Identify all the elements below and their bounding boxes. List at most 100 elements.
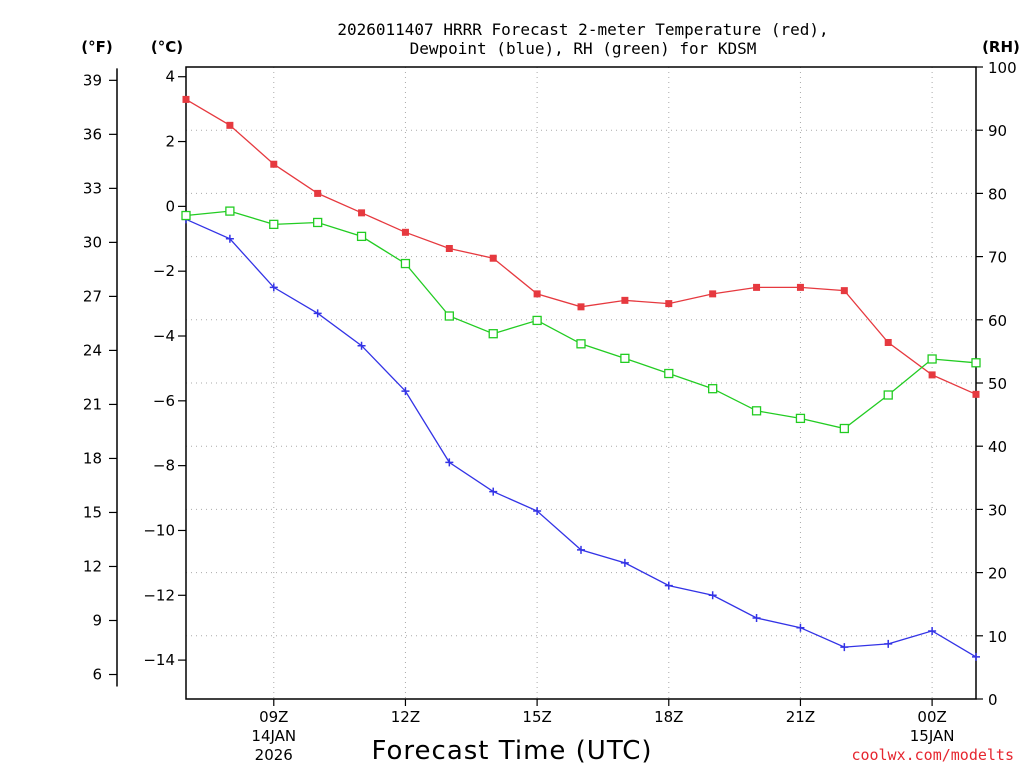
temperature-point	[972, 390, 980, 398]
chart-title-line-1: 2026011407 HRRR Forecast 2-meter Tempera…	[337, 20, 828, 39]
celsius-tick-label: 2	[165, 133, 175, 151]
temperature-point	[489, 254, 497, 262]
fahrenheit-tick-label: 15	[83, 503, 102, 521]
rh-tick-label: 50	[988, 375, 1007, 393]
fahrenheit-tick-label: 33	[83, 179, 102, 197]
temperature-point	[621, 296, 629, 304]
series-dewpoint	[182, 215, 980, 661]
dewpoint-point	[577, 545, 585, 554]
rh-tick-label: 0	[988, 691, 998, 709]
celsius-tick-label: −14	[143, 651, 175, 669]
celsius-tick-label: −6	[153, 392, 175, 410]
dewpoint-point	[972, 652, 980, 661]
fahrenheit-tick-label: 24	[83, 341, 102, 359]
rh-point	[971, 358, 981, 368]
dewpoint-point	[445, 458, 454, 467]
x-tick-label: 00Z	[917, 708, 946, 726]
fahrenheit-tick-label: 21	[83, 395, 102, 413]
rh-tick-label: 10	[988, 628, 1007, 646]
rh-tick-label: 100	[988, 59, 1017, 77]
dewpoint-point	[313, 309, 322, 318]
rh-point	[532, 315, 542, 326]
temperature-point	[753, 283, 761, 291]
temperature-point	[358, 209, 366, 217]
dewpoint-point	[269, 283, 278, 292]
temperature-point	[577, 303, 585, 311]
celsius-tick-label: 4	[165, 68, 175, 86]
credit-text: coolwx.com/modelts	[851, 746, 1014, 764]
rh-point	[795, 413, 806, 424]
fahrenheit-tick-label: 12	[83, 557, 102, 575]
dewpoint-point	[225, 234, 234, 243]
dewpoint-point	[752, 613, 761, 622]
rh-point	[181, 210, 191, 221]
fahrenheit-tick-label: 30	[83, 233, 102, 251]
temperature-point	[182, 95, 190, 103]
rh-point	[356, 231, 367, 242]
series-rh	[181, 206, 981, 434]
temperature-point	[270, 160, 278, 168]
rh-unit-label: (RH)	[982, 38, 1020, 56]
celsius-unit-label: (°C)	[151, 38, 183, 56]
temperature-point	[928, 371, 936, 379]
temperature-point	[445, 244, 453, 252]
fahrenheit-tick-label: 27	[83, 287, 102, 305]
rh-tick-label: 40	[988, 438, 1007, 456]
x-tick-label: 09Z	[259, 708, 288, 726]
temperature-point	[401, 228, 409, 236]
rh-point	[269, 219, 279, 230]
dewpoint-point	[357, 341, 366, 350]
x-tick-label: 18Z	[654, 708, 683, 726]
dewpoint-point	[489, 487, 498, 496]
temperature-point	[226, 121, 234, 129]
x-tick-date: 15JAN	[910, 727, 955, 745]
rh-point	[927, 354, 937, 364]
fahrenheit-unit-label: (°F)	[81, 38, 112, 56]
dewpoint-point	[796, 623, 805, 632]
temperature-line	[185, 98, 977, 395]
chart-title-line-2: Dewpoint (blue), RH (green) for KDSM	[410, 39, 757, 58]
x-tick-label: 12Z	[391, 708, 420, 726]
rh-point	[883, 390, 893, 400]
rh-point	[664, 368, 674, 379]
dewpoint-line	[185, 218, 977, 658]
fahrenheit-tick-label: 18	[83, 449, 102, 467]
x-tick-label: 15Z	[522, 708, 551, 726]
celsius-tick-label: 0	[165, 197, 175, 215]
rh-point	[313, 217, 323, 228]
x-tick-label: 21Z	[786, 708, 815, 726]
fahrenheit-tick-label: 6	[92, 666, 102, 684]
fahrenheit-tick-label: 39	[83, 71, 102, 89]
celsius-tick-label: −10	[143, 521, 175, 539]
rh-point	[576, 339, 586, 349]
rh-point	[620, 353, 630, 364]
rh-point	[225, 206, 235, 216]
rh-tick-label: 90	[988, 122, 1007, 140]
rh-tick-label: 20	[988, 565, 1007, 583]
x-tick-year: 2026	[255, 746, 293, 764]
temperature-point	[709, 290, 717, 298]
celsius-tick-label: −8	[153, 457, 175, 475]
rh-tick-label: 70	[988, 249, 1007, 267]
dewpoint-point	[664, 581, 673, 590]
series-temperature	[182, 95, 980, 398]
rh-point	[400, 258, 411, 269]
temperature-point	[884, 338, 892, 346]
rh-tick-label: 60	[988, 312, 1007, 330]
celsius-tick-label: −12	[143, 586, 175, 604]
rh-point	[751, 406, 762, 416]
data-series	[181, 95, 981, 661]
fahrenheit-tick-label: 9	[92, 611, 102, 629]
x-tick-date: 14JAN	[251, 727, 296, 745]
temperature-point	[840, 287, 848, 295]
celsius-tick-label: −4	[153, 327, 175, 345]
grid-lines	[186, 67, 976, 699]
rh-point	[444, 311, 454, 321]
rh-point	[839, 423, 849, 434]
dewpoint-point	[620, 558, 629, 567]
celsius-tick-label: −2	[153, 262, 175, 280]
temperature-point	[665, 300, 673, 308]
temperature-point	[533, 290, 541, 298]
rh-point	[708, 384, 718, 394]
